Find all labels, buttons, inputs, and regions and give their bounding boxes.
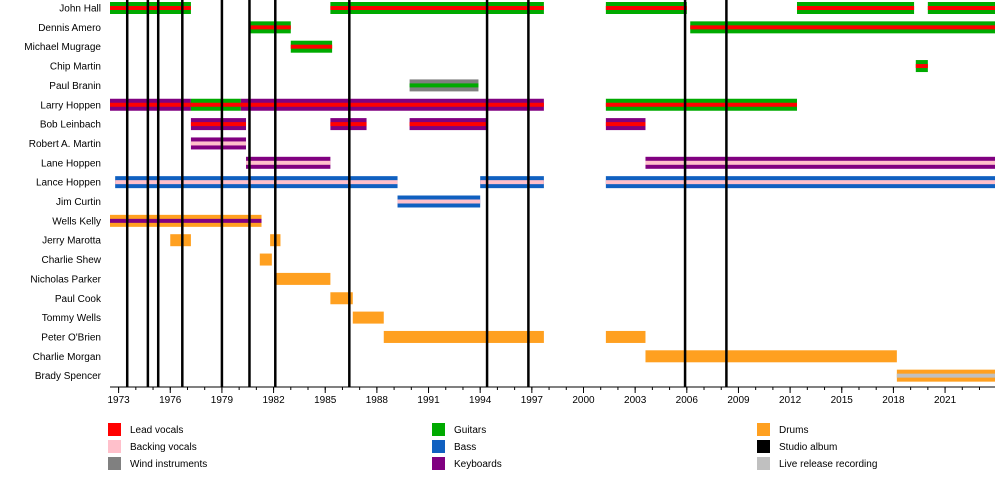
legend-swatch xyxy=(108,423,121,436)
member-period-inner-bar xyxy=(190,141,247,146)
member-period-inner-bar xyxy=(110,102,191,107)
x-tick-label: 1994 xyxy=(469,395,492,406)
x-tick-label: 1988 xyxy=(366,395,389,406)
x-tick-label: 1991 xyxy=(417,395,440,406)
member-label: Peter O'Brien xyxy=(41,332,101,343)
x-tick-label: 1976 xyxy=(159,395,182,406)
legend-swatch xyxy=(757,423,770,436)
member-period-inner-bar xyxy=(690,25,995,30)
member-period-inner-bar xyxy=(290,44,333,49)
member-period-inner-bar xyxy=(110,218,262,223)
member-label: Brady Spencer xyxy=(35,371,102,382)
member-period-inner-bar xyxy=(605,180,995,185)
member-label: Robert A. Martin xyxy=(29,139,101,150)
member-period-inner-bar xyxy=(409,83,479,88)
legend-swatch xyxy=(432,440,445,453)
member-label: Paul Branin xyxy=(49,81,101,92)
legend-label: Bass xyxy=(454,442,476,453)
member-period-inner-bar xyxy=(115,180,398,185)
legend-label: Backing vocals xyxy=(130,442,197,453)
legend-swatch xyxy=(108,457,121,470)
member-labels: John Hall Dennis Amero Michael Mugrage Chip… xyxy=(24,4,102,383)
x-tick-label: 2000 xyxy=(572,395,595,406)
member-period-inner-bar xyxy=(645,160,995,165)
legend-label: Guitars xyxy=(454,425,486,436)
member-label: Tommy Wells xyxy=(42,313,101,324)
member-period-inner-bar xyxy=(480,180,544,185)
x-tick-label: 1982 xyxy=(262,395,285,406)
x-tick-label: 2009 xyxy=(727,395,750,406)
member-label: Wells Kelly xyxy=(52,216,101,227)
member-period-inner-bar xyxy=(397,199,481,204)
member-period-inner-bar xyxy=(246,160,331,165)
legend: Lead vocals Backing vocals Wind instrument… xyxy=(108,423,877,470)
x-tick-label: 2018 xyxy=(882,395,905,406)
legend-swatch xyxy=(757,457,770,470)
member-period-inner-bar xyxy=(927,6,995,10)
x-axis: 1973 1976 1979 1982 1985 1988 1991 1994 1997 2000… xyxy=(107,386,995,406)
member-period-inner-bar xyxy=(110,6,191,10)
legend-swatch xyxy=(432,423,445,436)
member-period-inner-bar xyxy=(409,122,488,127)
legend-label: Wind instruments xyxy=(130,459,207,470)
member-period-bar xyxy=(330,292,353,305)
member-period-inner-bar xyxy=(240,102,544,107)
legend-label: Live release recording xyxy=(779,459,877,470)
member-period-inner-bar xyxy=(605,122,646,127)
legend-swatch xyxy=(432,457,445,470)
member-label: John Hall xyxy=(59,4,101,15)
studio-album-lines xyxy=(125,0,728,387)
member-period-bar xyxy=(275,272,331,285)
member-label: Jerry Marotta xyxy=(42,236,101,247)
member-label: Charlie Morgan xyxy=(33,352,101,363)
member-label: Paul Cook xyxy=(55,294,102,305)
x-tick-label: 1979 xyxy=(211,395,234,406)
legend-label: Keyboards xyxy=(454,459,502,470)
legend-label: Studio album xyxy=(779,442,837,453)
legend-label: Lead vocals xyxy=(130,425,183,436)
member-period-bar xyxy=(605,330,646,343)
member-period-inner-bar xyxy=(605,6,687,10)
member-bars xyxy=(110,2,995,382)
member-label: Dennis Amero xyxy=(38,23,101,34)
member-label: Nicholas Parker xyxy=(30,274,101,285)
x-tick-label: 2021 xyxy=(934,395,957,406)
member-period-inner-bar xyxy=(190,122,247,127)
member-period-inner-bar xyxy=(915,64,928,69)
member-period-inner-bar xyxy=(796,6,915,10)
legend-swatch xyxy=(757,440,770,453)
member-label: Jim Curtin xyxy=(56,197,101,208)
member-period-bar xyxy=(259,253,272,266)
member-label: Lane Hoppen xyxy=(41,158,101,169)
member-period-bar xyxy=(170,234,191,247)
x-tick-label: 1973 xyxy=(107,395,130,406)
member-period-inner-bar xyxy=(190,102,241,107)
member-period-inner-bar xyxy=(249,25,291,30)
member-label: Charlie Shew xyxy=(42,255,102,266)
member-label: Lance Hoppen xyxy=(36,178,101,189)
member-period-bar xyxy=(352,311,384,324)
x-tick-label: 2006 xyxy=(676,395,699,406)
member-label: Chip Martin xyxy=(50,62,101,73)
member-period-bar xyxy=(645,350,897,363)
member-label: Bob Leinbach xyxy=(40,120,101,131)
member-period-inner-bar xyxy=(605,102,797,107)
member-period-inner-bar xyxy=(896,373,995,378)
x-tick-label: 2003 xyxy=(624,395,647,406)
member-label: Larry Hoppen xyxy=(40,100,101,111)
legend-label: Drums xyxy=(779,425,808,436)
x-tick-label: 2015 xyxy=(831,395,854,406)
member-period-bar xyxy=(383,330,544,343)
member-label: Michael Mugrage xyxy=(24,42,101,53)
legend-swatch xyxy=(108,440,121,453)
x-tick-label: 2012 xyxy=(779,395,802,406)
x-tick-label: 1985 xyxy=(314,395,337,406)
member-period-inner-bar xyxy=(330,6,544,10)
x-tick-label: 1997 xyxy=(521,395,544,406)
